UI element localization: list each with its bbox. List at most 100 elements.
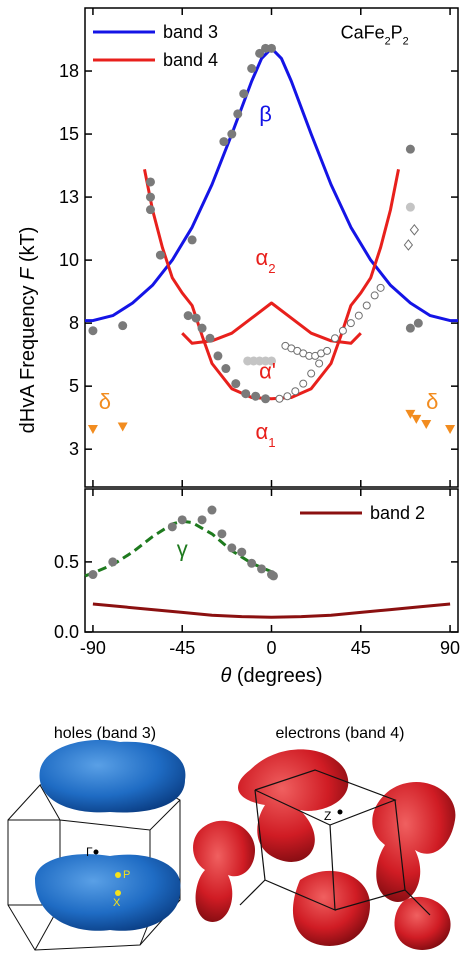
- point: [261, 394, 271, 404]
- y-tick-label: 13: [59, 187, 79, 207]
- brillouin-zone: [239, 769, 431, 916]
- point: [247, 64, 257, 74]
- point: [227, 543, 237, 553]
- point: [405, 323, 415, 333]
- point: [411, 414, 422, 424]
- bz-label: X: [113, 897, 121, 909]
- plot-frame: [84, 7, 459, 488]
- point: [413, 318, 423, 328]
- series-line: [92, 602, 451, 619]
- point: [376, 283, 385, 292]
- point: [191, 313, 201, 323]
- point: [239, 89, 249, 99]
- point: [145, 192, 155, 202]
- point: [221, 364, 231, 374]
- x-tick-label: -45: [169, 638, 195, 658]
- point: [299, 379, 308, 388]
- annotation-part: δ: [99, 389, 111, 414]
- point: [247, 558, 257, 568]
- point: [118, 321, 128, 331]
- annotation: δ: [99, 389, 111, 414]
- legend-label: band 2: [370, 503, 425, 523]
- ylabel-part: (kT): [17, 227, 39, 268]
- point: [88, 326, 98, 336]
- annotation: γ: [177, 536, 188, 561]
- hole-surface: [39, 739, 186, 813]
- point: [307, 369, 316, 378]
- annotation-part: 2: [403, 35, 409, 47]
- point: [405, 144, 415, 154]
- annotation-part: α: [256, 245, 269, 270]
- point: [267, 43, 276, 53]
- point: [370, 291, 379, 300]
- point: [323, 346, 332, 355]
- point: [257, 564, 267, 574]
- point: [145, 177, 155, 187]
- point: [233, 109, 243, 119]
- x-tick-label: 0: [266, 638, 276, 658]
- annotation: CaFe2P2: [341, 22, 409, 47]
- annotation-part: β: [259, 101, 272, 126]
- point: [93, 849, 99, 855]
- point: [330, 334, 339, 343]
- annotation-part: δ: [426, 389, 438, 414]
- point: [337, 809, 343, 815]
- annotation: δ: [426, 389, 438, 414]
- ylabel: dHvA Frequency F (kT): [17, 227, 39, 434]
- annotation-part: 2: [385, 35, 391, 47]
- point: [155, 250, 165, 260]
- caption: holes (band 3): [54, 725, 156, 742]
- point: [237, 547, 247, 557]
- xlabel-part: (degrees): [231, 665, 322, 687]
- point: [197, 323, 207, 333]
- x-tick-label: 90: [440, 638, 460, 658]
- point: [338, 326, 347, 335]
- y-tick-label: 3: [69, 439, 79, 459]
- point: [115, 872, 121, 878]
- point: [167, 522, 177, 532]
- series-line: [85, 46, 458, 323]
- annotation-part: γ: [177, 536, 188, 561]
- annotation: α2: [256, 245, 276, 276]
- point: [227, 129, 237, 139]
- point: [255, 48, 265, 58]
- point: [421, 419, 432, 429]
- xlabel-part: θ: [220, 665, 231, 687]
- ylabel-part: dHvA Frequency: [17, 280, 39, 433]
- y-tick-label: 18: [59, 61, 79, 81]
- y-tick-label: 15: [59, 124, 79, 144]
- annotation-part: 1: [268, 435, 275, 450]
- point: [445, 425, 456, 435]
- point: [115, 890, 121, 896]
- point: [405, 202, 415, 212]
- point: [346, 319, 355, 328]
- annotation: β: [259, 101, 272, 126]
- point: [87, 425, 98, 435]
- series-line: [84, 519, 273, 578]
- point: [251, 391, 261, 401]
- annotation-part: α: [256, 419, 269, 444]
- point: [405, 409, 416, 419]
- bz-label: P: [123, 869, 130, 881]
- annotation-part: 2: [268, 261, 275, 276]
- y-tick-label: 0.0: [54, 622, 79, 642]
- x-tick-label: -90: [80, 638, 106, 658]
- ylabel-part: F: [17, 266, 39, 280]
- y-tick-label: 8: [69, 313, 79, 333]
- point: [213, 351, 223, 361]
- point: [403, 239, 414, 251]
- annotation-part: CaFe: [341, 22, 385, 42]
- point: [231, 379, 241, 389]
- point: [183, 311, 193, 321]
- point: [354, 311, 363, 320]
- point: [268, 571, 278, 581]
- y-tick-label: 5: [69, 376, 79, 396]
- annotation: α1: [256, 419, 276, 450]
- point: [205, 333, 215, 343]
- series-line: [143, 169, 400, 401]
- point: [145, 205, 155, 215]
- point: [108, 557, 118, 567]
